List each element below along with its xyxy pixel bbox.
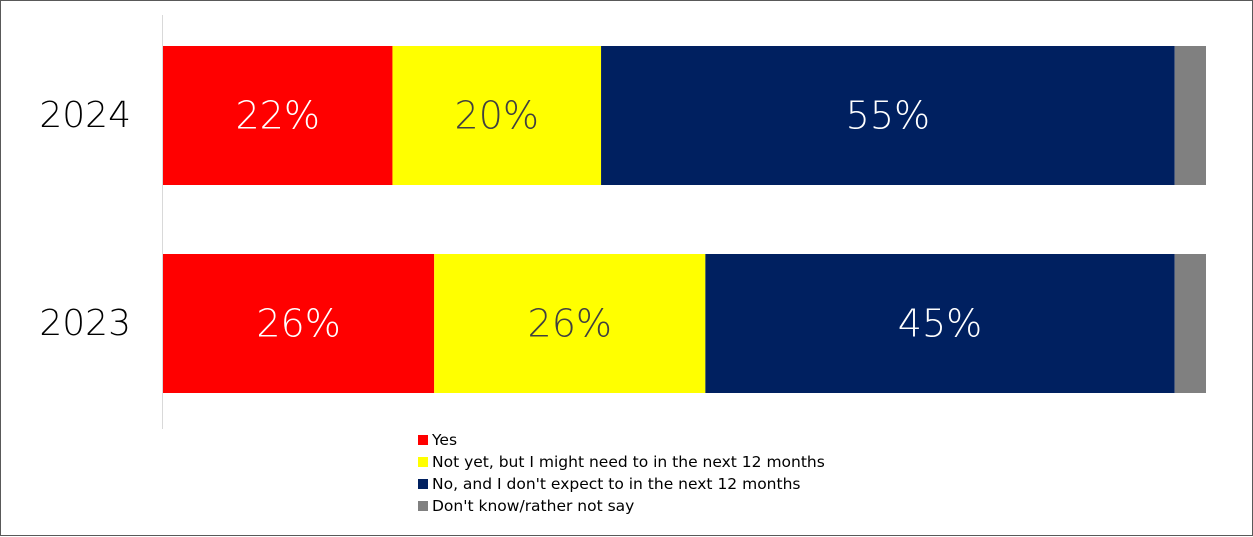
data-label-2024-series-2: 55% xyxy=(846,94,930,138)
legend-label-dont-know: Don't know/rather not say xyxy=(432,497,635,515)
legend-swatch-dont-know xyxy=(418,501,428,511)
legend-item-no: No, and I don't expect to in the next 12… xyxy=(418,473,825,495)
bar-segment-2024-series-1 xyxy=(392,46,602,185)
legend-item-not-yet: Not yet, but I might need to in the next… xyxy=(418,451,825,473)
bar-segment-2023-series-2 xyxy=(705,254,1175,393)
data-label-2023-series-0: 26% xyxy=(256,302,340,346)
bar-segment-2023-series-1 xyxy=(434,254,706,393)
bar-segment-2023-series-0 xyxy=(163,254,435,393)
legend-label-no: No, and I don't expect to in the next 12… xyxy=(432,475,801,493)
category-label-2023: 2023 xyxy=(39,303,131,344)
legend-item-dont-know: Don't know/rather not say xyxy=(418,495,825,517)
data-label-2023-series-2: 45% xyxy=(898,302,982,346)
legend-swatch-not-yet xyxy=(418,457,428,467)
category-label-2024: 2024 xyxy=(39,95,131,136)
bar-segment-2024-series-3 xyxy=(1174,46,1206,185)
bar-segment-2024-series-2 xyxy=(601,46,1175,185)
legend-label-not-yet: Not yet, but I might need to in the next… xyxy=(432,453,825,471)
legend-swatch-yes xyxy=(418,435,428,445)
legend-label-yes: Yes xyxy=(432,431,458,449)
data-label-2023-series-1: 26% xyxy=(528,302,612,346)
legend-item-yes: Yes xyxy=(418,429,825,451)
data-label-2024-series-1: 20% xyxy=(455,94,539,138)
legend: Yes Not yet, but I might need to in the … xyxy=(418,429,825,517)
bar-segment-2024-series-0 xyxy=(163,46,393,185)
data-label-2024-series-0: 22% xyxy=(235,94,319,138)
bar-segment-2023-series-3 xyxy=(1174,254,1206,393)
legend-swatch-no xyxy=(418,479,428,489)
